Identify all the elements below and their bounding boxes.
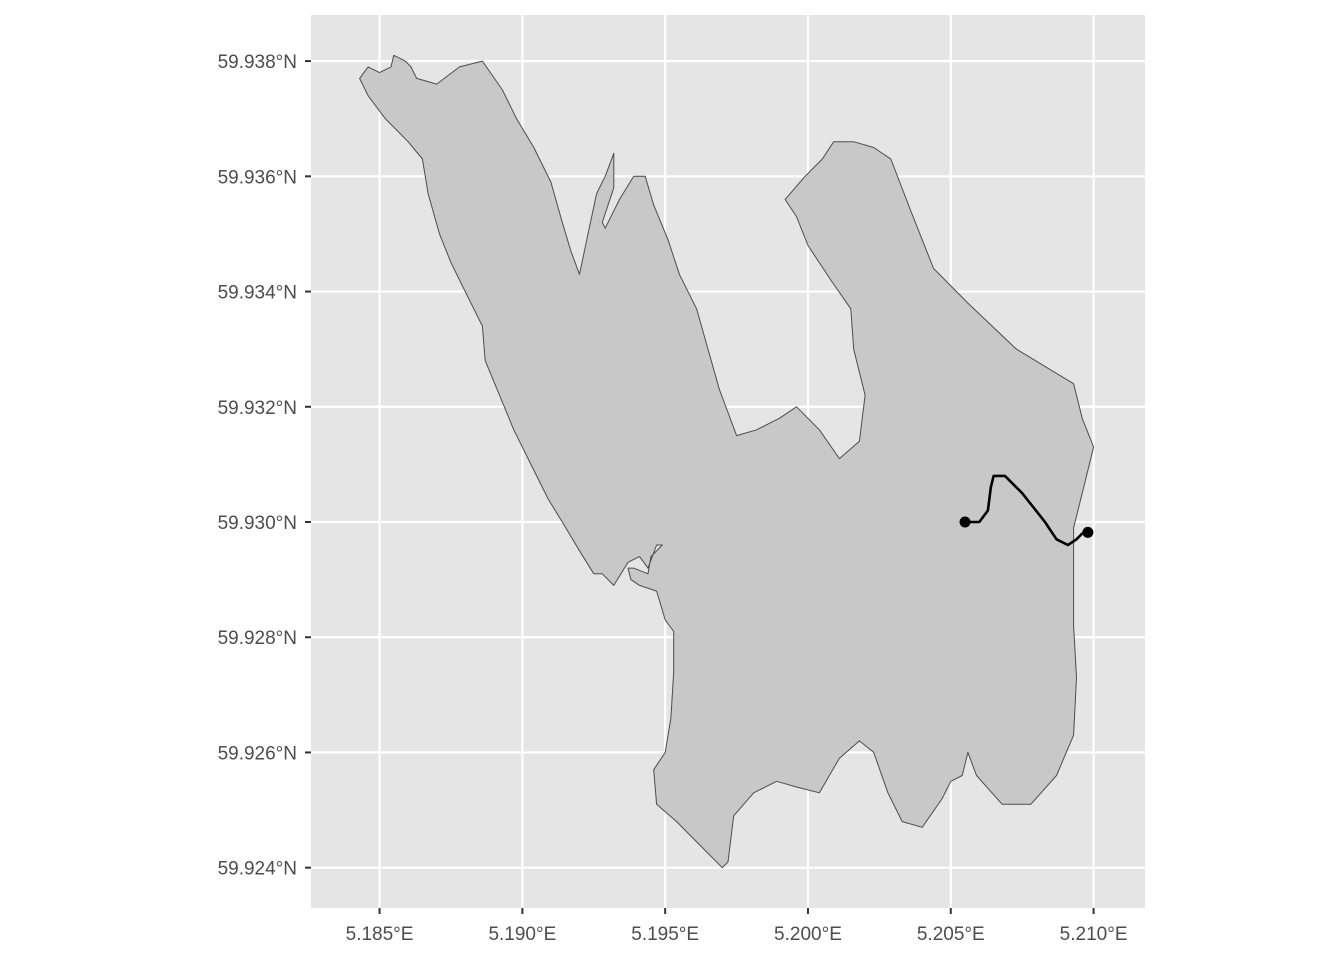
y-tick-label: 59.938°N	[218, 52, 297, 73]
y-tick-label: 59.924°N	[218, 859, 297, 880]
route-start-point	[959, 516, 971, 528]
x-tick-label: 5.190°E	[488, 924, 556, 945]
y-tick-label: 59.936°N	[218, 167, 297, 188]
y-tick-label: 59.930°N	[218, 513, 297, 534]
x-tick-label: 5.195°E	[631, 924, 699, 945]
island-polygon	[359, 54, 1095, 869]
route-track	[963, 474, 1084, 547]
x-tick-label: 5.210°E	[1060, 924, 1128, 945]
y-tick-label: 59.932°N	[218, 398, 297, 419]
y-tick-label: 59.928°N	[218, 628, 297, 649]
y-tick-label: 59.926°N	[218, 743, 297, 764]
y-axis: 59.938°N 59.936°N 59.934°N 59.932°N 59.930°N…	[218, 52, 311, 880]
x-axis: 5.185°E 5.190°E 5.195°E 5.200°E 5.205°E 5.210…	[346, 908, 1128, 945]
y-tick-label: 59.934°N	[218, 283, 297, 304]
route-endpoints	[959, 516, 1094, 538]
route-end-point	[1082, 526, 1094, 538]
x-tick-label: 5.205°E	[917, 924, 985, 945]
x-tick-label: 5.185°E	[346, 924, 414, 945]
x-tick-label: 5.200°E	[774, 924, 842, 945]
